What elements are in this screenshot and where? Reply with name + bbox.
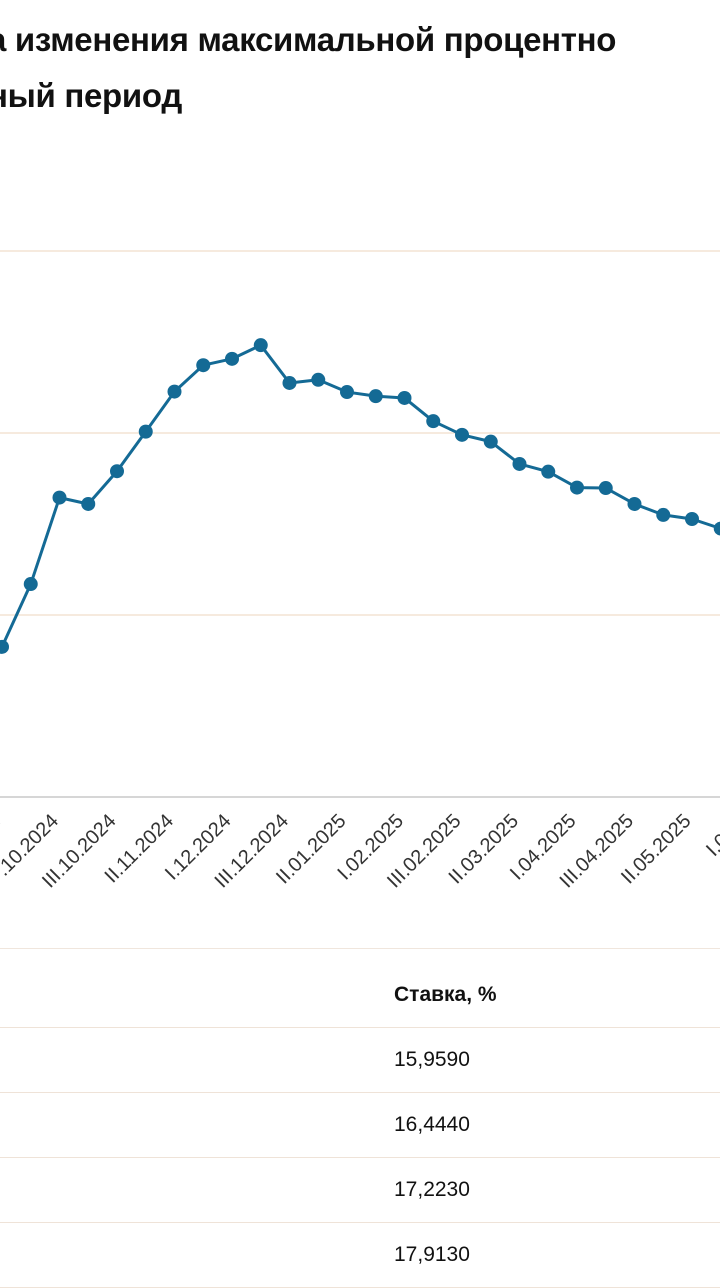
table-cell — [0, 1157, 394, 1223]
data-point — [311, 372, 326, 387]
data-point — [627, 496, 642, 511]
page-title: а изменения максимальной процентно ный п… — [0, 12, 720, 124]
data-point — [196, 358, 211, 373]
data-point — [426, 414, 441, 429]
rates-table: Ставка, % 15,9590 16,4440 17,2230 17,913… — [0, 963, 720, 1288]
data-point — [167, 384, 182, 399]
grid-lines — [0, 250, 720, 616]
data-point — [713, 521, 720, 536]
data-point — [225, 351, 239, 366]
x-tick-label: 4 — [0, 810, 6, 833]
data-point — [282, 375, 297, 390]
data-point — [81, 496, 96, 511]
title-line-1: а изменения максимальной процентно — [0, 21, 617, 58]
table-cell — [0, 1027, 394, 1093]
data-point — [368, 389, 383, 404]
table-row: 17,9130 — [0, 1222, 720, 1288]
data-point — [483, 434, 498, 449]
table-header-row: Ставка, % — [0, 963, 720, 1028]
data-point — [598, 481, 613, 496]
data-point — [52, 490, 67, 505]
data-point — [397, 390, 412, 405]
data-point — [656, 507, 671, 522]
table-cell-rate: 17,2230 — [394, 1157, 720, 1223]
series — [0, 338, 720, 654]
data-point — [340, 385, 354, 400]
data-point — [138, 424, 153, 439]
data-point — [455, 427, 469, 442]
table-row: 17,2230 — [0, 1157, 720, 1223]
table-cell — [0, 1092, 394, 1158]
x-tick-label: I.06.2 — [702, 810, 720, 861]
table-cell-rate: 16,4440 — [394, 1092, 720, 1158]
data-point — [110, 464, 124, 479]
section-divider — [0, 948, 720, 949]
data-point — [541, 464, 556, 479]
table-row: 16,4440 — [0, 1092, 720, 1158]
title-line-2: ный период — [0, 77, 182, 114]
data-point — [0, 639, 9, 654]
line-chart: 4.10.2024III.10.2024II.11.2024I.12.2024I… — [0, 250, 720, 892]
data-point — [23, 577, 38, 592]
data-point — [685, 511, 699, 526]
x-tick-labels: 4.10.2024III.10.2024II.11.2024I.12.2024I… — [0, 810, 720, 892]
table-row: 15,9590 — [0, 1027, 720, 1093]
table-cell — [0, 1222, 394, 1288]
table-header-rate: Ставка, % — [394, 963, 720, 1028]
table-cell-rate: 17,9130 — [394, 1222, 720, 1288]
data-point — [512, 456, 527, 471]
table-cell-rate: 15,9590 — [394, 1027, 720, 1093]
series-line — [0, 343, 720, 648]
table-header-cell — [0, 963, 394, 1028]
data-point — [253, 338, 268, 353]
data-point — [570, 480, 584, 495]
